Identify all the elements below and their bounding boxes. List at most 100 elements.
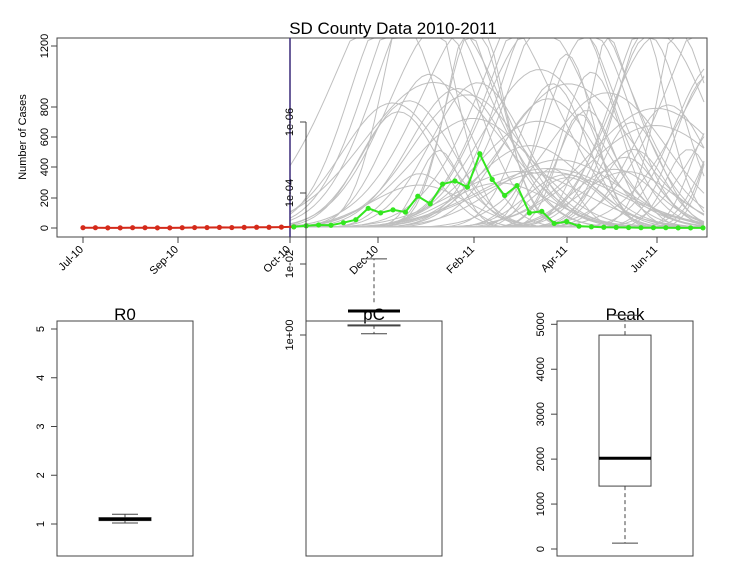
observed-after-point xyxy=(650,225,657,231)
observed-after-point xyxy=(502,192,508,199)
observed-after-point xyxy=(526,210,533,216)
observed-after-point xyxy=(700,225,706,231)
pc-plot-frame xyxy=(305,320,443,557)
pc-boxplot xyxy=(347,258,401,335)
main-y-tick-label: 800 xyxy=(39,98,51,116)
observed-after-point xyxy=(316,222,322,228)
r0-panel: R0 1 2 3 4 5 xyxy=(35,305,194,557)
box-iqr xyxy=(347,324,401,327)
r0-y-axis: 1 2 3 4 5 xyxy=(35,326,58,527)
observed-before-point xyxy=(229,224,235,231)
observed-after-point xyxy=(675,225,681,231)
observed-series-after xyxy=(291,151,706,231)
peak-title: Peak xyxy=(606,305,645,324)
observed-after-point xyxy=(427,201,433,207)
observed-after-point xyxy=(328,222,334,228)
observed-after-point xyxy=(477,151,483,157)
main-y-tick-label: 400 xyxy=(39,158,51,176)
main-y-axis: 0 200 400 600 800 1200 xyxy=(39,34,58,231)
box-y-tick-label: 5 xyxy=(35,326,47,332)
observed-after-point xyxy=(291,224,297,230)
r0-boxplot xyxy=(98,513,152,524)
observed-series-before xyxy=(80,224,297,231)
observed-after-point xyxy=(415,193,421,199)
observed-after-point xyxy=(588,224,595,230)
box-y-tick-label: 2000 xyxy=(535,447,547,471)
observed-after-point xyxy=(464,184,470,190)
observed-after-point xyxy=(539,208,545,214)
observed-before-point xyxy=(80,225,86,231)
observed-after-point xyxy=(378,210,384,216)
peak-y-axis: 0 1000 2000 3000 4000 5000 xyxy=(535,312,558,552)
box-y-tick-label: 5000 xyxy=(535,312,547,336)
simulation-curve xyxy=(290,37,705,228)
simulation-curve xyxy=(289,118,704,228)
main-y-tick-label: 0 xyxy=(39,225,51,231)
box-iqr xyxy=(598,334,652,487)
box-y-tick-label: 1e-06 xyxy=(284,108,296,136)
observed-after-point xyxy=(440,181,446,187)
observed-before-point xyxy=(117,225,123,231)
observed-after-point xyxy=(601,224,607,230)
observed-before-point xyxy=(204,224,210,231)
observed-before-point xyxy=(179,225,185,231)
box-y-tick-label: 1e-02 xyxy=(284,250,296,278)
observed-before-point xyxy=(266,224,272,230)
peak-boxplot xyxy=(598,314,652,544)
main-x-tick-label: Dec-10 xyxy=(348,244,382,278)
observed-after-point xyxy=(576,223,582,229)
observed-after-point xyxy=(514,182,520,189)
observed-after-point xyxy=(663,225,669,231)
simulation-curves xyxy=(289,37,705,228)
box-y-tick-label: 1e+00 xyxy=(284,320,296,351)
box-y-tick-label: 3000 xyxy=(535,402,547,426)
observed-after-point xyxy=(489,176,495,183)
main-y-axis-label: Number of Cases xyxy=(17,94,29,180)
r0-title: R0 xyxy=(114,305,136,324)
observed-before-point xyxy=(92,225,98,231)
observed-before-point xyxy=(216,224,222,230)
observed-after-line xyxy=(293,151,703,229)
main-plot-frame xyxy=(56,37,708,238)
observed-after-point xyxy=(390,207,396,213)
observed-before-point xyxy=(278,224,284,230)
simulation-curve xyxy=(290,144,704,228)
main-x-tick-label: Jun-11 xyxy=(628,244,660,276)
main-y-tick-label: 200 xyxy=(39,189,51,207)
main-x-axis: Jul-10 Sep-10 Oct-10 Dec-10 Feb-11 Apr-11 Jun-… xyxy=(56,237,660,277)
observed-after-point xyxy=(564,219,570,225)
observed-before-point xyxy=(130,225,136,231)
observed-before-point xyxy=(142,225,148,231)
observed-after-point xyxy=(402,209,408,215)
observed-after-point xyxy=(365,205,371,211)
observed-before-point xyxy=(192,224,198,231)
observed-after-point xyxy=(688,225,694,231)
box-y-tick-label: 4000 xyxy=(535,357,547,381)
main-title: SD County Data 2010-2011 xyxy=(289,19,497,38)
observed-after-point xyxy=(626,224,632,231)
observed-before-point xyxy=(167,225,173,231)
simulation-curve xyxy=(289,81,704,228)
box-y-tick-label: 2 xyxy=(35,472,47,478)
observed-after-point xyxy=(613,224,619,230)
main-y-tick-label: 1200 xyxy=(39,34,51,58)
main-x-tick-label: Sep-10 xyxy=(148,244,182,278)
main-y-tick-label: 600 xyxy=(39,128,51,146)
observed-after-point xyxy=(452,178,458,184)
main-x-tick-label: Feb-11 xyxy=(445,244,478,277)
observed-before-point xyxy=(254,224,260,230)
peak-panel: Peak 0 1000 2000 3000 4000 5000 xyxy=(535,305,694,557)
observed-after-point xyxy=(353,217,359,223)
observed-before-point xyxy=(105,225,111,231)
observed-before-point xyxy=(241,224,247,230)
box-y-tick-label: 0 xyxy=(535,546,547,552)
box-y-tick-label: 4 xyxy=(35,375,47,381)
observed-after-point xyxy=(340,220,346,226)
box-y-tick-label: 1 xyxy=(35,521,47,527)
main-x-tick-label: Apr-11 xyxy=(539,244,570,275)
observed-before-point xyxy=(154,225,160,231)
observed-after-point xyxy=(551,220,557,227)
main-panel: SD County Data 2010-2011 0 200 400 600 800 12… xyxy=(17,19,708,277)
